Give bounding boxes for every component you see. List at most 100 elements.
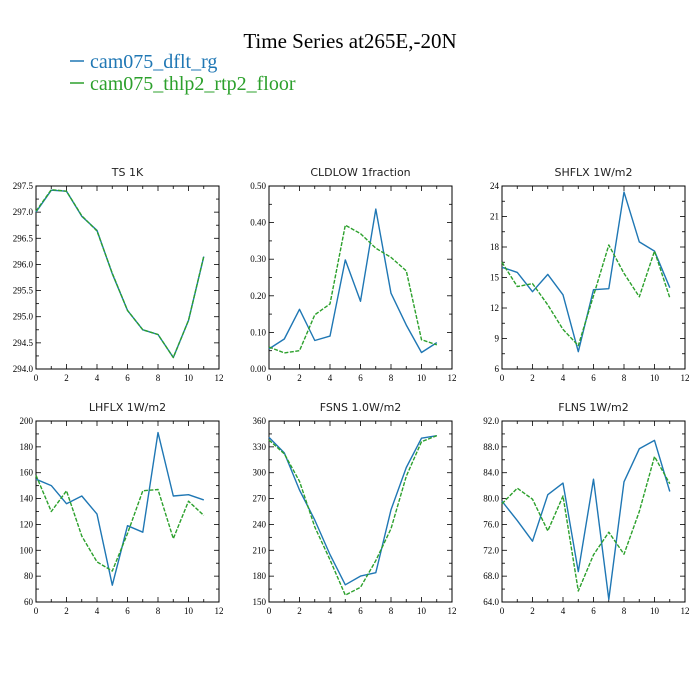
x-tick-label: 0 [34, 606, 39, 616]
panel-title-flns: FLNS 1W/m2 [558, 401, 628, 414]
y-tick-label: 0.40 [250, 218, 266, 228]
y-tick-label: 18 [490, 242, 500, 252]
series-line-1-fsns [268, 435, 437, 586]
y-tick-label: 6 [495, 364, 500, 374]
x-tick-label: 2 [530, 606, 535, 616]
y-tick-label: 84.0 [483, 468, 499, 478]
y-tick-label: 12 [490, 303, 499, 313]
series-line-2-lhflx [35, 475, 205, 572]
legend-label-series-1: cam075_dflt_rg [90, 51, 217, 73]
x-tick-label: 8 [389, 373, 394, 383]
x-tick-label: 2 [297, 373, 302, 383]
figure-title: Time Series at265E,-20N [243, 29, 456, 53]
y-tick-label: 72.0 [483, 545, 499, 555]
series-line-2-fsns [268, 435, 438, 596]
x-tick-label: 10 [650, 373, 660, 383]
y-tick-label: 88.0 [483, 442, 499, 452]
y-tick-label: 0.00 [250, 364, 266, 374]
y-tick-label: 0.50 [250, 181, 266, 191]
series-line-2-ts [35, 188, 205, 359]
x-tick-label: 2 [64, 606, 69, 616]
y-tick-label: 150 [253, 597, 267, 607]
x-tick-label: 12 [215, 606, 224, 616]
y-tick-label: 180 [20, 442, 34, 452]
y-tick-label: 200 [20, 416, 34, 426]
plot-frame-fsns [268, 420, 453, 603]
plot-frame-shflx [501, 185, 686, 370]
x-tick-label: 4 [95, 373, 100, 383]
y-tick-label: 60 [24, 597, 34, 607]
panel-lhflx: LHFLX 1W/m2 0 2 4 6 8 10 12 60 80 100 120 140 160 180 2… [20, 401, 224, 616]
x-tick-label: 8 [622, 373, 627, 383]
panel-ts: TS 1K 0 2 4 6 8 10 12 294.0 294.5 295.0 295.5 296.0 2… [13, 166, 224, 383]
series-line-1-flns [501, 439, 671, 601]
y-tick-label: 297.5 [13, 181, 34, 191]
y-tick-label: 160 [20, 468, 34, 478]
y-tick-label: 0.30 [250, 254, 266, 264]
panel-title-ts: TS 1K [111, 166, 144, 179]
x-tick-label: 10 [417, 373, 427, 383]
series-line-1-shflx [501, 191, 671, 353]
panel-title-lhflx: LHFLX 1W/m2 [89, 401, 166, 414]
y-tick-label: 330 [253, 442, 267, 452]
y-tick-label: 240 [253, 519, 267, 529]
series-line-2-cldlow [268, 224, 438, 354]
x-tick-label: 12 [448, 606, 457, 616]
panel-title-fsns: FSNS 1.0W/m2 [320, 401, 402, 414]
y-tick-label: 9 [495, 334, 500, 344]
series-line-1-lhflx [35, 431, 205, 586]
legend: cam075_dflt_rg cam075_thlp2_rtp2_floor [70, 51, 296, 95]
x-tick-label: 12 [681, 606, 690, 616]
x-tick-label: 6 [591, 373, 596, 383]
x-tick-label: 0 [267, 373, 272, 383]
y-tick-label: 68.0 [483, 571, 499, 581]
plot-frame-cldlow [268, 185, 453, 370]
y-tick-label: 296.0 [13, 259, 34, 269]
x-tick-label: 8 [622, 606, 627, 616]
y-tick-label: 300 [253, 468, 267, 478]
x-tick-label: 12 [215, 373, 224, 383]
x-tick-label: 6 [591, 606, 596, 616]
y-tick-label: 24 [490, 181, 500, 191]
x-tick-label: 10 [417, 606, 427, 616]
y-tick-label: 210 [253, 545, 267, 555]
x-tick-label: 6 [358, 606, 363, 616]
series-line-1-cldlow [268, 208, 438, 354]
x-tick-label: 4 [328, 373, 333, 383]
y-tick-label: 0.20 [250, 291, 266, 301]
y-tick-label: 100 [20, 545, 34, 555]
x-tick-label: 8 [156, 373, 161, 383]
y-tick-label: 360 [253, 416, 267, 426]
x-tick-label: 12 [681, 373, 690, 383]
y-tick-label: 295.0 [13, 312, 34, 322]
y-tick-label: 92.0 [483, 416, 499, 426]
x-tick-label: 2 [297, 606, 302, 616]
series-line-2-flns [501, 455, 671, 592]
panel-cldlow: CLDLOW 1fraction 0 2 4 6 8 10 12 0.00 0.10 0.20 0.3… [250, 166, 456, 383]
y-tick-label: 295.5 [13, 286, 34, 296]
x-tick-label: 6 [125, 373, 130, 383]
x-tick-label: 4 [95, 606, 100, 616]
panel-fsns: FSNS 1.0W/m2 0 2 4 6 8 10 12 150 180 210 240 270 300 3… [253, 401, 457, 616]
x-tick-label: 4 [328, 606, 333, 616]
x-tick-label: 0 [500, 606, 505, 616]
plot-frame-ts [35, 185, 220, 370]
x-tick-label: 0 [267, 606, 272, 616]
y-tick-label: 80.0 [483, 494, 499, 504]
y-tick-label: 140 [20, 494, 34, 504]
series-line-2-shflx [501, 244, 671, 347]
series-line-1-ts [35, 189, 205, 359]
y-tick-label: 120 [20, 519, 34, 529]
x-tick-label: 4 [561, 606, 566, 616]
panel-title-cldlow: CLDLOW 1fraction [310, 166, 410, 179]
legend-label-series-2: cam075_thlp2_rtp2_floor [90, 73, 296, 95]
y-tick-label: 294.0 [13, 364, 34, 374]
x-tick-label: 10 [184, 606, 194, 616]
y-tick-label: 297.0 [13, 207, 34, 217]
plot-frame-lhflx [35, 420, 220, 603]
x-tick-label: 12 [448, 373, 457, 383]
y-tick-label: 64.0 [483, 597, 499, 607]
y-tick-label: 296.5 [13, 233, 34, 243]
